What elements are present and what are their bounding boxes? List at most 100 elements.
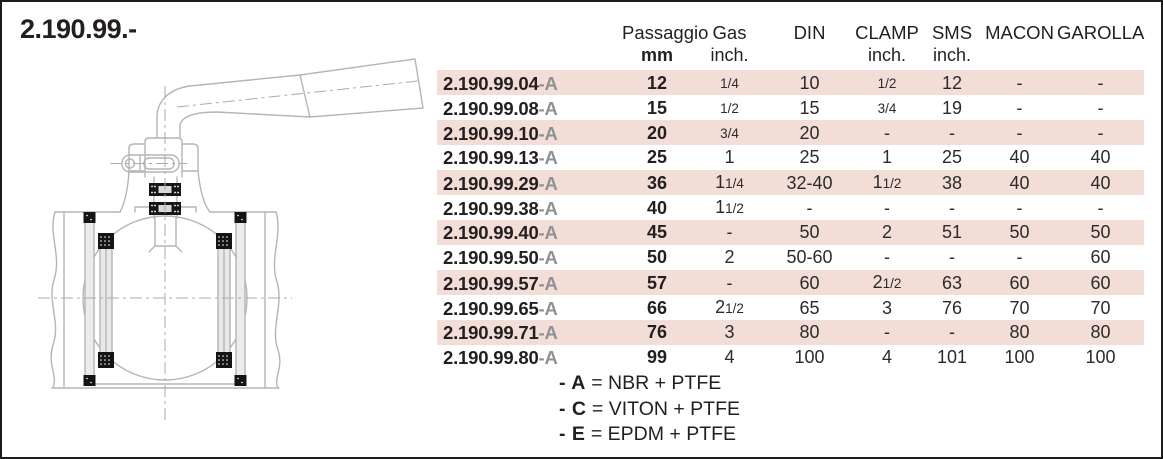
size-table: Passaggio mm Gas inch. DIN CLAMP inch. S… bbox=[437, 22, 1144, 370]
legend-line: - E = EPDM + PTFE bbox=[559, 423, 737, 445]
table-row: 2.190.99.40-A 45 - 50 2 51 50 50 bbox=[437, 220, 1144, 245]
cell-sms: 12 bbox=[941, 72, 963, 93]
cell-part-number: 2.190.99.08-A bbox=[443, 97, 558, 119]
cell-gas: 1/2 bbox=[720, 101, 739, 116]
cell-gas: 1 bbox=[724, 147, 735, 167]
header-gas: Gas inch. bbox=[710, 22, 749, 65]
cell-sms: 38 bbox=[941, 172, 963, 193]
cell-din: 60 bbox=[799, 272, 820, 293]
cell-gas: 11/2 bbox=[715, 197, 744, 217]
table-row: 2.190.99.80-A 99 4 100 4 101 100 100 bbox=[437, 345, 1144, 370]
cell-garolla: - bbox=[1097, 72, 1104, 93]
cell-din: 65 bbox=[799, 297, 820, 318]
cell-clamp: 4 bbox=[881, 347, 892, 367]
cell-clamp: 21/2 bbox=[872, 272, 902, 292]
cell-clamp: - bbox=[884, 197, 890, 218]
cell-sms: 101 bbox=[936, 347, 968, 367]
table-row: 2.190.99.13-A 25 1 25 1 25 40 40 bbox=[437, 145, 1144, 170]
cell-part-number: 2.190.99.40-A bbox=[443, 222, 558, 243]
cell-din: 20 bbox=[799, 122, 820, 143]
cell-passaggio: 76 bbox=[646, 322, 668, 342]
table-header: Passaggio mm Gas inch. DIN CLAMP inch. S… bbox=[437, 22, 1144, 70]
cell-clamp: - bbox=[884, 247, 890, 267]
cell-macon: - bbox=[1016, 72, 1023, 93]
cell-macon: - bbox=[1016, 247, 1023, 267]
cell-gas: 4 bbox=[724, 347, 735, 367]
header-sms: SMS inch. bbox=[931, 22, 973, 65]
cell-sms: 51 bbox=[941, 222, 963, 242]
cell-macon: - bbox=[1016, 122, 1023, 143]
cell-sms: 63 bbox=[941, 272, 963, 293]
cell-gas: 2 bbox=[724, 247, 735, 267]
cell-garolla: 60 bbox=[1090, 272, 1111, 293]
cell-clamp: 1/2 bbox=[877, 76, 897, 91]
cell-part-number: 2.190.99.50-A bbox=[443, 247, 558, 268]
cell-part-number: 2.190.99.71-A bbox=[443, 322, 558, 343]
cell-garolla: 50 bbox=[1090, 222, 1111, 242]
valve-handle bbox=[156, 58, 424, 138]
cell-macon: 40 bbox=[1009, 172, 1030, 193]
cell-macon: 50 bbox=[1009, 222, 1030, 242]
cell-part-number: 2.190.99.29-A bbox=[443, 172, 558, 194]
cell-clamp: - bbox=[884, 122, 890, 143]
table-row: 2.190.99.04-A 12 1/4 10 1/2 12 - - bbox=[437, 70, 1144, 95]
table-row: 2.190.99.65-A 66 21/2 65 3 76 70 70 bbox=[437, 295, 1144, 320]
cell-passaggio: 36 bbox=[646, 172, 668, 193]
cell-macon: 60 bbox=[1009, 272, 1030, 293]
table-row: 2.190.99.10-A 20 3/4 20 - - - - bbox=[437, 120, 1144, 145]
cell-garolla: 70 bbox=[1090, 297, 1111, 318]
cell-part-number: 2.190.99.04-A bbox=[443, 72, 558, 94]
cell-din: 50 bbox=[799, 222, 820, 242]
cell-garolla: 80 bbox=[1090, 322, 1111, 342]
cell-macon: - bbox=[1016, 97, 1023, 118]
cell-macon: 40 bbox=[1009, 147, 1030, 167]
cell-macon: 80 bbox=[1009, 322, 1030, 342]
cell-din: 100 bbox=[794, 347, 825, 367]
cell-passaggio: 50 bbox=[646, 247, 668, 267]
cell-sms: 19 bbox=[941, 97, 963, 118]
legend-line: - A = NBR + PTFE bbox=[559, 372, 722, 394]
cell-sms: - bbox=[949, 322, 955, 342]
header-din: DIN bbox=[793, 22, 826, 43]
cell-passaggio: 57 bbox=[646, 272, 668, 293]
valve-cross-section-drawing bbox=[38, 58, 424, 422]
cell-clamp: 3/4 bbox=[877, 101, 897, 116]
center-lines bbox=[38, 80, 419, 422]
cell-gas: 11/4 bbox=[715, 172, 744, 192]
cell-garolla: 40 bbox=[1090, 147, 1111, 167]
cell-clamp: 3 bbox=[881, 297, 892, 318]
cell-macon: 70 bbox=[1009, 297, 1030, 318]
page-title: 2.190.99.- bbox=[20, 14, 137, 44]
cell-sms: 25 bbox=[941, 147, 963, 167]
header-garolla: GAROLLA bbox=[1057, 22, 1145, 43]
cell-sms: - bbox=[949, 197, 955, 218]
cell-part-number: 2.190.99.38-A bbox=[443, 197, 558, 219]
cell-macon: - bbox=[1016, 197, 1023, 218]
cell-din: 10 bbox=[799, 72, 820, 93]
table-row: 2.190.99.38-A 40 11/2 - - - - - bbox=[437, 195, 1144, 220]
cell-sms: - bbox=[949, 122, 955, 143]
cell-macon: 100 bbox=[1004, 347, 1035, 367]
header-macon: MACON bbox=[985, 22, 1054, 43]
cell-passaggio: 99 bbox=[646, 347, 668, 367]
cell-din: 25 bbox=[799, 147, 820, 167]
cell-passaggio: 15 bbox=[646, 97, 668, 118]
table-row: 2.190.99.50-A 50 2 50-60 - - - 60 bbox=[437, 245, 1144, 270]
legend-line: - C = VITON + PTFE bbox=[559, 397, 741, 420]
cell-clamp: 11/2 bbox=[872, 172, 902, 192]
cell-passaggio: 40 bbox=[646, 197, 668, 218]
seal-material-legend: - A = NBR + PTFE - C = VITON + PTFE - E = … bbox=[559, 371, 740, 448]
table-body: 2.190.99.04-A 12 1/4 10 1/2 12- -2.190.99.08-A… bbox=[437, 70, 1144, 370]
seat-seals bbox=[98, 233, 232, 368]
cell-passaggio: 12 bbox=[646, 72, 668, 93]
table-row: 2.190.99.71-A 76 3 80 - - 80 80 bbox=[437, 320, 1144, 345]
cell-clamp: - bbox=[884, 322, 890, 342]
cell-sms: - bbox=[949, 247, 955, 267]
cell-din: 15 bbox=[799, 97, 820, 118]
cell-din: - bbox=[806, 197, 813, 218]
cell-part-number: 2.190.99.65-A bbox=[443, 297, 558, 319]
cell-part-number: 2.190.99.57-A bbox=[443, 272, 558, 294]
cell-sms: 76 bbox=[941, 297, 963, 318]
cell-gas: 3/4 bbox=[720, 126, 739, 141]
